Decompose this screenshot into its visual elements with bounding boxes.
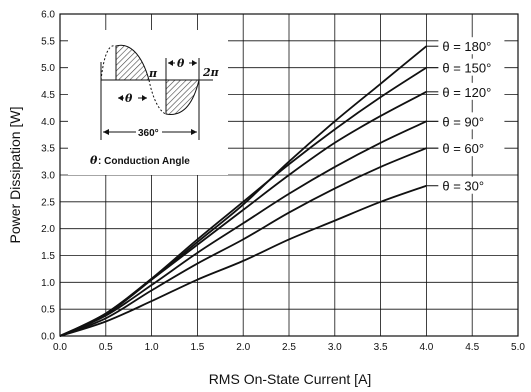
y-tick-label: 3.0 [41,171,55,182]
legend-bg-4 [438,139,505,157]
x-tick-label: 4.5 [465,342,479,353]
legend-bg-3 [438,112,505,130]
y-tick-label: 5.5 [41,36,55,47]
y-tick-label: 4.5 [41,90,55,101]
x-tick-label: 3.0 [328,342,342,353]
x-tick-label: 2.5 [282,342,296,353]
y-tick-label: 5.0 [41,63,55,74]
x-tick-label: 5.0 [511,342,525,353]
legend-entry-5: θ = 30° [442,179,484,194]
inset-theta-label-2: θ [177,57,185,70]
inset-theta-legend-symbol: θ [90,154,98,167]
plot-frame [59,13,519,337]
x-tick-label: 1.5 [190,342,204,353]
legend-bg-0 [438,37,505,55]
legend-entry-0: θ = 180° [442,39,491,54]
y-tick-label: 0.5 [41,305,55,316]
inset-pi-label: π [148,67,158,80]
legend-entry-1: θ = 150° [442,61,491,76]
y-tick-label: 0.0 [41,332,55,343]
legend-entry-2: θ = 120° [442,85,491,100]
y-tick-label: 4.0 [41,117,55,128]
inset-theta-label-1: θ [125,92,133,105]
legend-bg-2 [438,82,505,100]
y-tick-label: 1.5 [41,251,55,262]
inset-conduction-label: : Conduction Angle [98,156,190,167]
y-tick-label: 1.0 [41,278,55,289]
series-line-5 [59,184,427,337]
x-tick-label: 3.5 [374,342,388,353]
y-tick-labels: 0.0 0.5 1.0 1.5 2.0 2.5 3.0 3.5 4.0 4.5 5.0 5.5 6.0 [41,10,55,343]
legend: θ = 180° θ = 150° θ = 120° θ = 90° θ = 60° θ … [426,37,505,194]
legend-bg-1 [438,58,505,76]
y-tick-label: 3.5 [41,144,55,155]
conduction-angle-inset: θ θ π 2π 360° θ : Conduction Angle [68,30,228,175]
x-tick-labels: 0.0 0.5 1.0 1.5 2.0 2.5 3.0 3.5 4.0 4.5 5.0 [53,342,525,353]
legend-entry-4: θ = 60° [442,141,484,156]
series-line-3 [59,120,427,337]
x-tick-label: 1.0 [145,342,159,353]
x-tick-label: 0.5 [99,342,113,353]
y-tick-label: 6.0 [41,10,55,21]
x-tick-label: 2.0 [236,342,250,353]
x-tick-label: 4.0 [419,342,433,353]
y-tick-label: 2.0 [41,224,55,235]
inset-360-label: 360° [138,128,159,139]
y-axis-label: Power Dissipation [W] [7,107,23,244]
y-tick-label: 2.5 [41,197,55,208]
legend-entry-3: θ = 90° [442,114,484,129]
legend-bg-5 [438,176,505,194]
series-line-4 [59,147,427,337]
x-axis-label: RMS On-State Current [A] [209,371,372,387]
series-lines [59,45,427,337]
inset-2pi-label: 2π [202,66,220,79]
x-tick-label: 0.0 [53,342,67,353]
series-line-2 [59,91,427,337]
